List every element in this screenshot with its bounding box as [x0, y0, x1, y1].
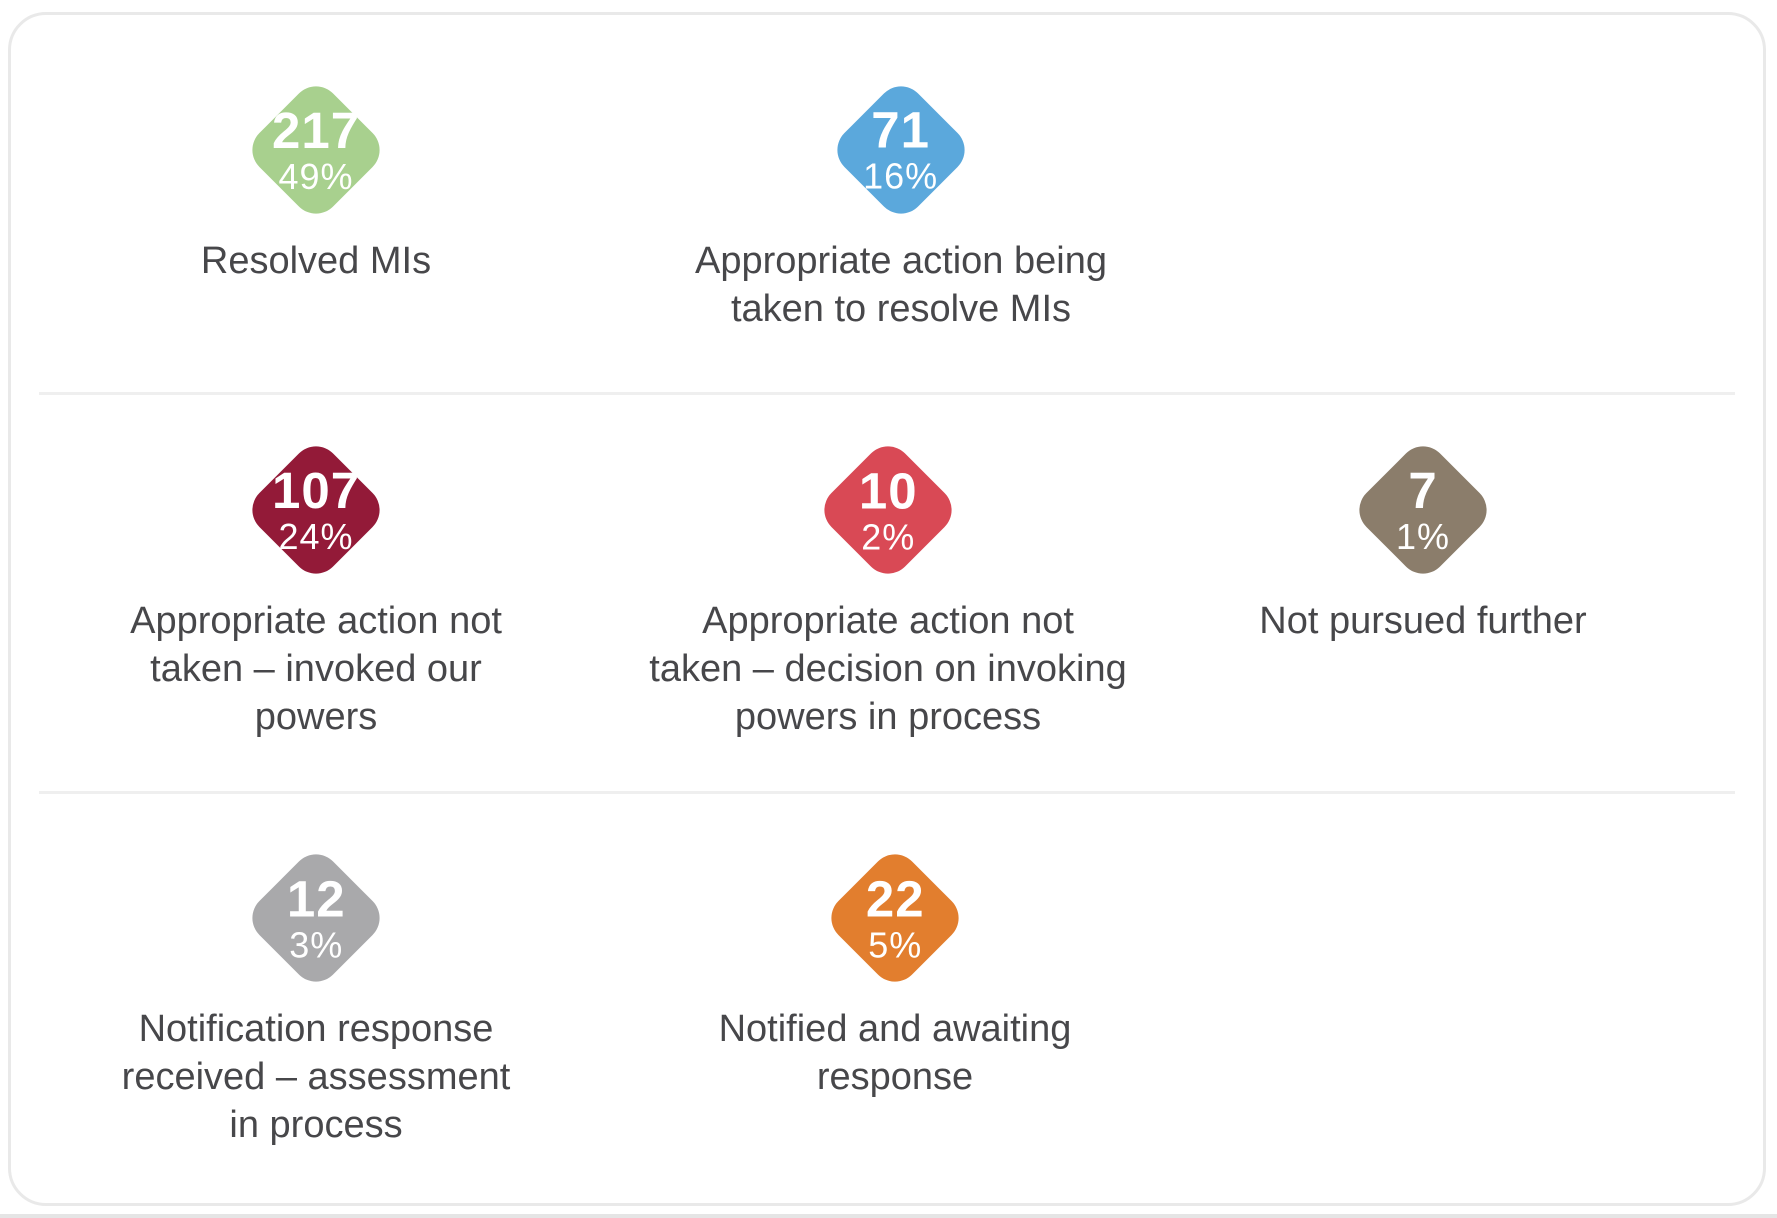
diamond-percent: 16%	[863, 156, 939, 197]
item-label: Appropriate action not taken – decision …	[649, 600, 1127, 738]
item-label: Resolved MIs	[200, 240, 432, 282]
item-label: Notified and awaiting response	[718, 1008, 1072, 1098]
kpi-item-action-being-taken: 71 16% Appropriate action being taken to…	[611, 75, 1191, 333]
diamond-value: 107	[271, 462, 361, 519]
bottom-page-divider	[0, 1214, 1777, 1218]
kpi-item-not-pursued: 7 1% Not pursued further	[1163, 435, 1683, 645]
diamond-percent: 49%	[278, 156, 354, 197]
diamond-percent: 3%	[288, 923, 344, 965]
diamond-shape: 10 2%	[814, 436, 962, 584]
kpi-item-resolved-mis: 217 49% Resolved MIs	[56, 75, 576, 285]
diamond-percent: 2%	[860, 515, 916, 557]
diamond-icon: 107 24%	[241, 435, 391, 585]
diamond-value: 217	[271, 102, 361, 159]
diamond-shape: 71 16%	[827, 76, 975, 224]
diamond-value: 10	[858, 461, 918, 519]
diamond-shape: 107 24%	[242, 436, 390, 584]
diamond-shape: 217 49%	[242, 76, 390, 224]
diamond-shape: 7 1%	[1349, 436, 1497, 584]
item-label: Appropriate action being taken to resolv…	[695, 240, 1107, 330]
item-label: Notification response received – assessm…	[121, 1008, 511, 1146]
diamond-value: 12	[286, 869, 346, 927]
item-label: Appropriate action not taken – invoked o…	[130, 600, 502, 738]
diamond-icon: 7 1%	[1348, 435, 1498, 585]
kpi-item-notified-awaiting: 22 5% Notified and awaiting response	[615, 843, 1175, 1101]
row-divider-2	[39, 791, 1735, 794]
diamond-icon: 10 2%	[813, 435, 963, 585]
kpi-item-action-not-taken-decision: 10 2% Appropriate action not taken – dec…	[598, 435, 1178, 741]
diamond-shape: 12 3%	[242, 844, 390, 992]
diamond-icon: 217 49%	[241, 75, 391, 225]
diamond-percent: 1%	[1395, 516, 1451, 557]
row-divider-1	[39, 392, 1735, 395]
diamond-value: 71	[871, 102, 931, 159]
item-label: Not pursued further	[1259, 600, 1587, 642]
diamond-icon: 22 5%	[820, 843, 970, 993]
diamond-percent: 24%	[278, 516, 354, 557]
status-summary-card: 217 49% Resolved MIs 71 16% Appropriate …	[8, 12, 1766, 1206]
diamond-value: 7	[1408, 462, 1438, 519]
kpi-item-action-not-taken-invoked: 107 24% Appropriate action not taken – i…	[56, 435, 576, 741]
diamond-percent: 5%	[867, 923, 923, 965]
diamond-icon: 71 16%	[826, 75, 976, 225]
diamond-value: 22	[865, 869, 925, 927]
kpi-item-notification-response-received: 12 3% Notification response received – a…	[56, 843, 576, 1149]
diamond-shape: 22 5%	[821, 844, 969, 992]
diamond-icon: 12 3%	[241, 843, 391, 993]
